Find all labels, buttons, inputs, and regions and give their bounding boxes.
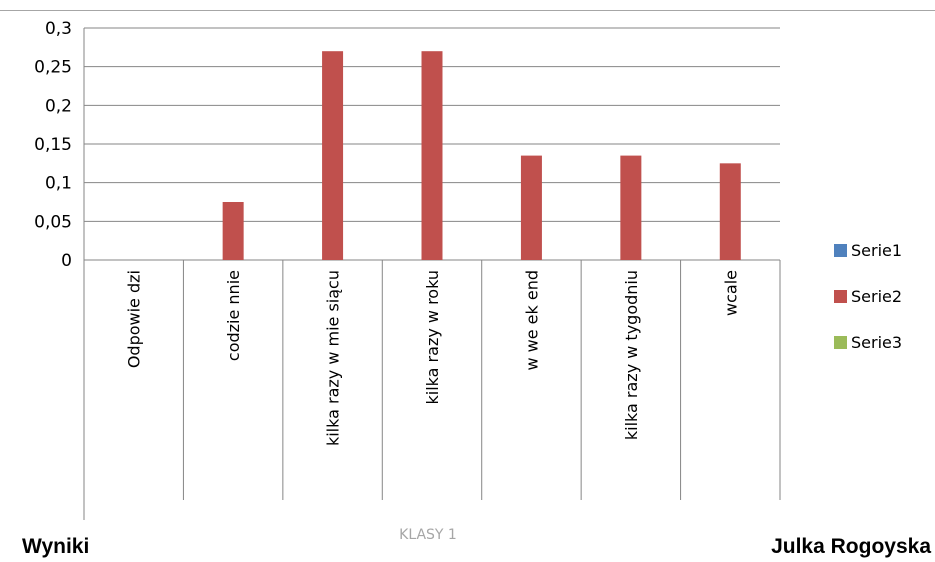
y-tick-label: 0,25 [34,58,72,78]
footer-right-text: Julka Rogoyska [771,535,931,558]
x-tick-label: kilka razy w roku [423,270,442,404]
bar-serie2 [520,155,542,260]
x-axis-title: KLASY 1 [399,527,457,543]
bar-serie2 [421,51,443,261]
bar-serie2 [620,155,642,260]
x-tick-label: kilka razy w mie siącu [324,270,343,446]
footer-left-text: Wyniki [22,535,90,558]
x-tick-label: w we ek end [522,270,541,371]
bar-serie2 [222,202,244,260]
y-tick-label: 0,15 [34,135,72,155]
bar-serie2 [322,51,344,261]
x-tick-label: Odpowie dzi [125,270,144,368]
y-tick-label: 0 [61,251,72,271]
y-tick-label: 0,2 [45,96,72,116]
y-tick-label: 0,05 [34,212,72,232]
legend-swatch-serie1 [834,244,847,257]
legend-label: Serie3 [851,333,902,352]
top-rule [0,10,935,11]
legend-swatch-serie2 [834,290,847,303]
bar-serie2 [719,163,741,260]
x-tick-label: wcale [721,270,740,316]
legend-label: Serie1 [851,241,902,260]
legend-label: Serie2 [851,287,902,306]
x-tick-label: kilka razy w tygodniu [622,270,641,440]
legend-swatch-serie3 [834,336,847,349]
x-tick-label: codzie nnie [224,270,243,361]
y-tick-label: 0,3 [45,19,72,39]
y-tick-label: 0,1 [45,174,72,194]
